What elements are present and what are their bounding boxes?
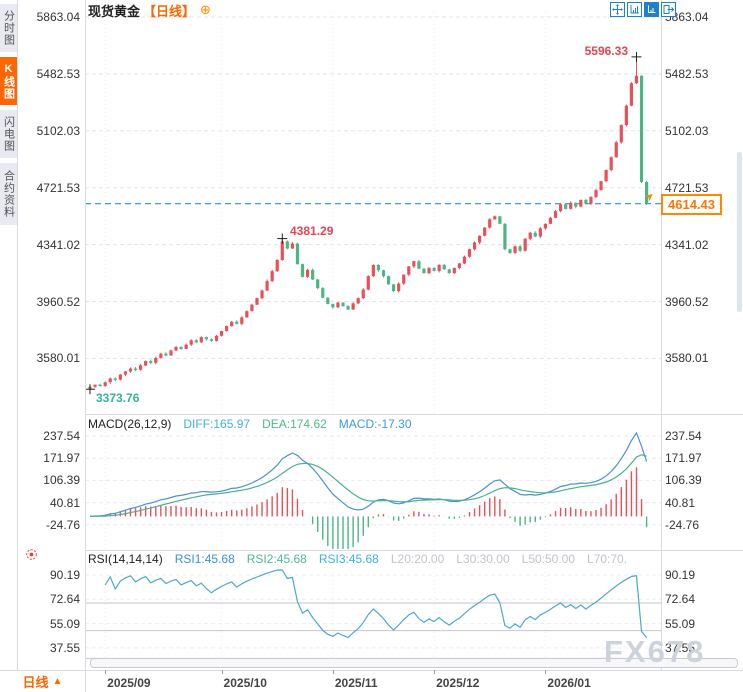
- rsi-axis-label: 37.55: [665, 640, 696, 655]
- macd-axis-label: 171.97: [43, 451, 80, 466]
- macd-axis-label: -24.76: [665, 517, 700, 532]
- high-price-label: 5596.33: [584, 44, 628, 58]
- rsi-axis-label: 72.64: [49, 592, 80, 607]
- price-axis-label: 4341.02: [665, 237, 709, 252]
- price-axis-label: 4341.02: [36, 237, 80, 252]
- indicator-target-icon[interactable]: [25, 548, 38, 561]
- rsi-axis-label: 72.64: [665, 592, 696, 607]
- rsi-level-70: L70:70.: [587, 552, 628, 566]
- price-axis-label: 3580.01: [665, 351, 709, 366]
- axis-scale-icon[interactable]: [627, 2, 642, 17]
- price-axis-label: 3960.52: [665, 294, 709, 309]
- macd-label-row: MACD(26,12,9) DIFF:165.97 DEA:174.62 MAC…: [88, 417, 412, 431]
- rsi-separator: [85, 550, 743, 551]
- rsi2-value: RSI2:45.68: [246, 552, 307, 566]
- bottom-separator: [0, 670, 743, 671]
- sidebar: 分时图 K线图闪电图合约资料: [0, 0, 18, 692]
- sidebar-tab-time-chart[interactable]: 分时图: [0, 4, 17, 52]
- expand-circle-icon[interactable]: ⊕: [200, 2, 211, 17]
- price-axis-label: 3960.52: [36, 294, 80, 309]
- macd-title: MACD(26,12,9): [88, 417, 172, 431]
- rsi-title: RSI(14,14,14): [88, 552, 163, 566]
- price-axis-label: 3580.01: [36, 351, 80, 366]
- symbol-title: 现货黄金: [88, 3, 141, 19]
- date-axis-tick: [221, 670, 223, 674]
- date-axis-tick: [434, 670, 436, 674]
- rsi-level-50: L50:50.00: [521, 552, 576, 566]
- rsi3-value: RSI3:45.68: [318, 552, 379, 566]
- axis-scale-filled-icon[interactable]: [644, 2, 659, 17]
- price-axis-label: 4721.53: [36, 180, 80, 195]
- date-axis-tick: [105, 670, 107, 674]
- date-axis-tick: [545, 670, 547, 674]
- rsi-level-30: L30:30.00: [456, 552, 510, 566]
- macd-axis-label: 106.39: [43, 473, 80, 488]
- price-axis-label: 4721.53: [665, 180, 709, 195]
- macd-diff-value: DIFF:165.97: [183, 417, 251, 431]
- price-chart-canvas[interactable]: [85, 0, 661, 414]
- timeframe-selector[interactable]: 日线 ▲: [0, 671, 85, 692]
- rsi-axis-label: 55.09: [49, 616, 80, 631]
- plot-left-border: [85, 0, 86, 692]
- macd-hist-value: MACD:-17.30: [338, 417, 412, 431]
- macd-axis-label: 40.81: [665, 495, 696, 510]
- sidebar-tab-contract-info[interactable]: 合约资料: [0, 163, 17, 225]
- rsi-axis-label: 55.09: [665, 616, 696, 631]
- price-axis-label: 5102.03: [36, 123, 80, 138]
- sidebar-tab-lightning-chart[interactable]: 闪电图: [0, 110, 17, 158]
- left-price-axis: 5863.04 5482.53 5102.03 4721.53 4341.02 3960.…: [17, 0, 83, 692]
- macd-axis-label: 237.54: [43, 429, 80, 443]
- date-axis-label: 2026/01: [547, 676, 591, 690]
- plot-right-border: [661, 0, 662, 670]
- price-axis-label: 5102.03: [665, 123, 709, 138]
- rsi-axis-label: 90.19: [49, 568, 80, 582]
- date-axis-label: 2025/11: [334, 676, 378, 690]
- price-axis-label: 5482.53: [36, 66, 80, 81]
- rsi-axis-label: 90.19: [665, 568, 696, 582]
- vertical-scrollbar[interactable]: [737, 152, 742, 312]
- triangle-up-icon: ▲: [52, 676, 63, 687]
- date-axis-label: 2025/12: [436, 676, 480, 690]
- macd-separator: [85, 414, 743, 415]
- rsi-label-row: RSI(14,14,14) RSI1:45.68 RSI2:45.68 RSI3…: [88, 552, 660, 566]
- sidebar-tab-kline-chart[interactable]: K线图: [0, 57, 17, 105]
- rsi1-value: RSI1:45.68: [174, 552, 235, 566]
- timeframe-label: 【日线】: [143, 3, 196, 19]
- macd-axis-label: 40.81: [49, 495, 80, 510]
- chart-header: 现货黄金 【日线】 ⊕: [88, 2, 211, 19]
- macd-axis-label: 171.97: [665, 451, 702, 466]
- peak-price-label: 4381.29: [290, 224, 334, 238]
- macd-canvas[interactable]: [85, 432, 661, 550]
- macd-dea-value: DEA:174.62: [262, 417, 327, 431]
- rsi-level-20: L20:20.00: [390, 552, 445, 566]
- watermark: FX678: [604, 634, 706, 669]
- horizontal-scrollbar[interactable]: [90, 658, 738, 668]
- macd-axis-label: 237.54: [665, 429, 702, 443]
- date-axis-label: 2025/10: [223, 676, 267, 690]
- price-axis-label: 5863.04: [36, 10, 80, 24]
- date-axis-tick: [332, 670, 334, 674]
- macd-axis-label: -24.76: [45, 517, 80, 532]
- rsi-axis-label: 37.55: [49, 640, 80, 655]
- exit-chart-icon[interactable]: [661, 2, 676, 17]
- price-axis-label: 5482.53: [665, 66, 709, 81]
- pan-move-icon[interactable]: [610, 2, 625, 17]
- low-price-label: 3373.76: [96, 391, 140, 405]
- date-axis-label: 2025/09: [107, 676, 151, 690]
- macd-axis-label: 106.39: [665, 473, 702, 488]
- chart-toolbar: [610, 2, 676, 17]
- current-price-badge: 4614.43: [661, 194, 722, 215]
- rsi-canvas[interactable]: [85, 568, 661, 659]
- timeframe-selector-label: 日线: [22, 675, 49, 690]
- right-price-axis: 5863.04 5482.53 5102.03 4721.53 4341.02 3960.…: [663, 0, 743, 692]
